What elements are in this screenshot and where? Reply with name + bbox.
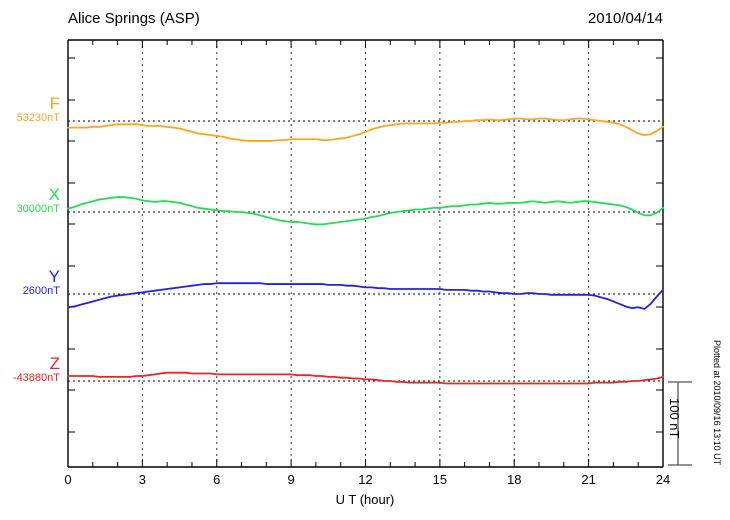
x-tick-label-18: 18 [507, 472, 522, 487]
x-axis-title: U T (hour) [335, 492, 395, 507]
trace-f [67, 117, 664, 142]
x-tick-label-9: 9 [287, 472, 295, 487]
trace-x [67, 196, 664, 226]
plotted-timestamp: Plotted at 2010/09/16 13:10 UT [712, 340, 722, 466]
component-baseline-f: 53230nT [16, 112, 60, 124]
x-tick-label-12: 12 [358, 472, 373, 487]
component-baseline-x: 30000nT [16, 203, 60, 215]
x-tick-label-3: 3 [138, 472, 146, 487]
x-tick-label-21: 21 [581, 472, 596, 487]
component-label-y: Y 2600nT [23, 268, 60, 298]
component-letter-z: Z [49, 354, 60, 373]
component-letter-y: Y [48, 267, 60, 286]
component-baseline-z: -43880nT [12, 372, 60, 384]
data-traces [67, 117, 664, 385]
component-label-f: F 53230nT [17, 95, 60, 125]
grid-lines [141, 40, 590, 467]
x-axis-ticks [67, 40, 664, 467]
component-baseline-y: 2600nT [22, 285, 60, 297]
observation-date: 2010/04/14 [587, 10, 663, 27]
component-label-x: X 30000nT [17, 186, 60, 216]
component-letter-x: X [48, 185, 60, 204]
y-axis-ticks [68, 57, 663, 433]
scale-bar-label: 100 nT [667, 398, 682, 439]
page-title: Alice Springs (ASP) [68, 10, 200, 27]
trace-z [67, 371, 664, 385]
plot-frame [67, 39, 664, 468]
x-tick-label-0: 0 [64, 472, 72, 487]
x-tick-label-24: 24 [655, 472, 671, 487]
x-tick-label-6: 6 [213, 472, 221, 487]
scale-bar [668, 381, 692, 466]
component-letter-f: F [49, 94, 60, 113]
component-label-z: Z -43880nT [13, 355, 60, 385]
x-tick-label-15: 15 [432, 472, 448, 487]
trace-y [67, 282, 664, 310]
